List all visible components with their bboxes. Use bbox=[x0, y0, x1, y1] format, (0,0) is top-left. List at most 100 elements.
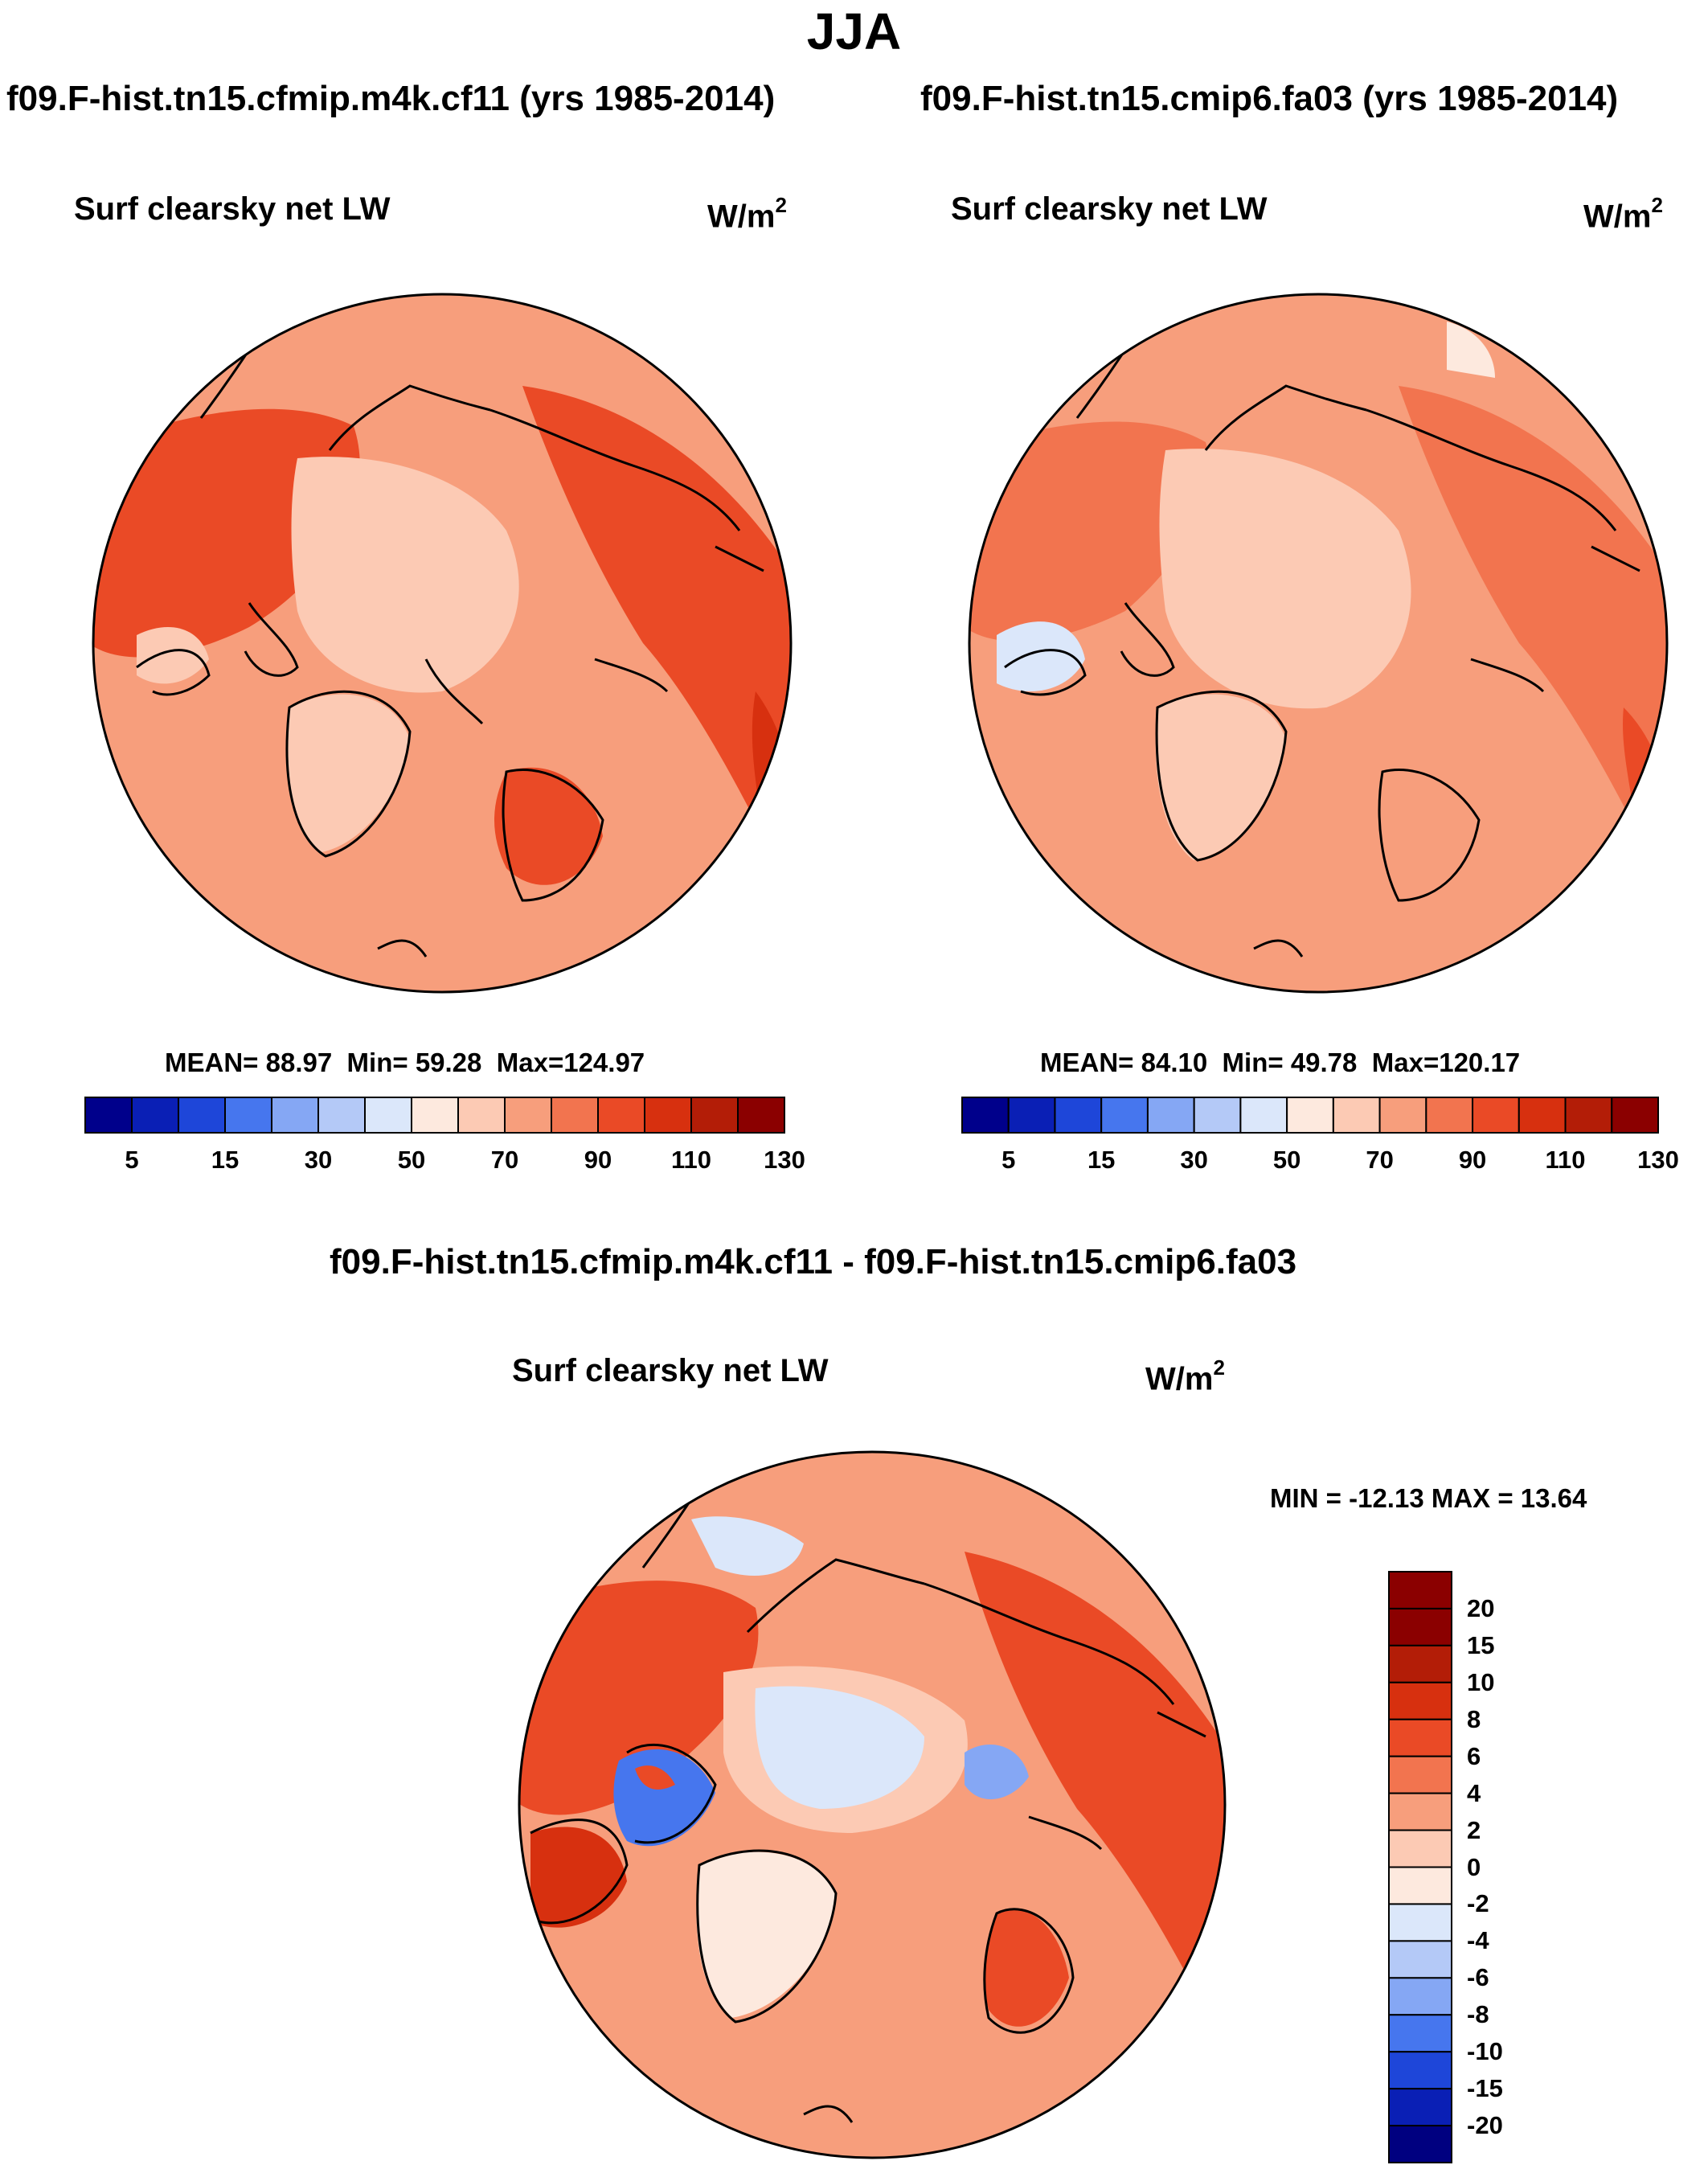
diff-units: W/m2 bbox=[1145, 1355, 1225, 1397]
panel2-field-hudson-bay bbox=[997, 621, 1085, 691]
diff-coastlines bbox=[530, 1486, 1206, 2123]
panel1-field-siberia bbox=[522, 386, 791, 900]
panel2-colorbar-tick-label: 5 bbox=[1001, 1146, 1016, 1174]
page-title: JJA bbox=[806, 2, 902, 60]
panel2-colorbar-box bbox=[1564, 1097, 1613, 1134]
panel1-colorbar-box bbox=[131, 1097, 179, 1134]
panel1-field-hudson-bay bbox=[137, 627, 209, 684]
panel2-colorbar-box bbox=[1239, 1097, 1288, 1134]
panel1-polar-map bbox=[92, 293, 793, 994]
diff-colorbar-box bbox=[1388, 2051, 1452, 2090]
panel1-field-scandinavia bbox=[494, 767, 603, 885]
panel2-field-siberia bbox=[1399, 386, 1667, 900]
panel2-colorbar-box bbox=[1146, 1097, 1195, 1134]
panel1-colorbar-tick-label: 5 bbox=[125, 1146, 139, 1174]
diff-stats: MIN = -12.13 MAX = 13.64 bbox=[1270, 1483, 1587, 1513]
panel1-colorbar-box bbox=[644, 1097, 692, 1134]
panel2-field-bering bbox=[1447, 322, 1495, 378]
panel2-colorbar-tick-label: 70 bbox=[1366, 1146, 1394, 1174]
diff-colorbar-box bbox=[1388, 1903, 1452, 1942]
diff-colorbar-box bbox=[1388, 1718, 1452, 1757]
panel1-colorbar-tick-label: 15 bbox=[211, 1146, 240, 1174]
diff-colorbar-box bbox=[1388, 1940, 1452, 1979]
diff-colorbar-box bbox=[1388, 1866, 1452, 1905]
panel1-field-arctic-ocean bbox=[291, 457, 519, 693]
panel2-coastlines bbox=[1004, 337, 1640, 957]
panel2-colorbar-box bbox=[1100, 1097, 1149, 1134]
panel1-colorbar-tick-label: 70 bbox=[490, 1146, 519, 1174]
panel2-map-border bbox=[968, 293, 1669, 994]
diff-colorbar-box bbox=[1388, 1792, 1452, 1831]
panel2-units: W/m2 bbox=[1583, 193, 1663, 235]
diff-colorbar-box bbox=[1388, 2088, 1452, 2127]
panel2-colorbar-tick-label: 30 bbox=[1180, 1146, 1208, 1174]
panel1-colorbar-box bbox=[597, 1097, 645, 1134]
panel2-colorbar-box bbox=[1286, 1097, 1334, 1134]
panel2-colorbar-box bbox=[1518, 1097, 1567, 1134]
diff-colorbar-ticks: 20 15 10 8 6 4 2 0 -2 -4 -6 -8 -10 -15 -20 bbox=[1467, 1572, 1547, 2163]
diff-run-title: f09.F-hist.tn15.cfmip.m4k.cf11 - f09.F-h… bbox=[330, 1242, 1297, 1281]
diff-field-north-america bbox=[519, 1581, 759, 1815]
diff-field-chukchi bbox=[691, 1516, 804, 1576]
diff-map-border bbox=[518, 1450, 1227, 2159]
panel2-colorbar-box bbox=[1054, 1097, 1103, 1134]
panel1-colorbar-tick-label: 110 bbox=[670, 1146, 712, 1174]
panel1-run-title: f09.F-hist.tn15.cfmip.m4k.cf11 (yrs 1985… bbox=[6, 79, 776, 118]
panel1-colorbar-box bbox=[690, 1097, 739, 1134]
panel2-field-greenland bbox=[1155, 694, 1286, 860]
panel1-variable-label: Surf clearsky net LW bbox=[74, 191, 391, 227]
panel1-colorbar-box bbox=[224, 1097, 272, 1134]
panel1-colorbar-box bbox=[411, 1097, 459, 1134]
diff-colorbar-box bbox=[1388, 2125, 1452, 2163]
panel1-colorbar bbox=[84, 1097, 785, 1134]
panel2-stats: MEAN= 84.10 Min= 49.78 Max=120.17 bbox=[1040, 1048, 1521, 1077]
panel2-polar-map bbox=[968, 293, 1669, 994]
diff-variable-label: Surf clearsky net LW bbox=[512, 1353, 829, 1388]
diff-field-hudson-bay bbox=[530, 1827, 627, 1928]
panel2-colorbar-tick-label: 110 bbox=[1545, 1146, 1586, 1174]
diff-colorbar-tick-label: 0 bbox=[1467, 1852, 1481, 1881]
diff-colorbar-tick-label: 2 bbox=[1467, 1815, 1481, 1844]
panel2-colorbar-box bbox=[1378, 1097, 1427, 1134]
panel1-colorbar-box bbox=[317, 1097, 366, 1134]
panel1-colorbar-tick-label: 90 bbox=[584, 1146, 612, 1174]
diff-colorbar-tick-label: 20 bbox=[1467, 1593, 1495, 1622]
diff-colorbar bbox=[1388, 1571, 1452, 2163]
diff-colorbar-tick-label: 6 bbox=[1467, 1741, 1481, 1770]
panel1-colorbar-box bbox=[178, 1097, 226, 1134]
diff-field-arctic-ocean bbox=[755, 1686, 924, 1809]
diff-colorbar-tick-label: -4 bbox=[1467, 1926, 1489, 1955]
panel1-colorbar-box bbox=[457, 1097, 506, 1134]
panel1-colorbar-box bbox=[551, 1097, 599, 1134]
diff-field-greenland bbox=[696, 1851, 836, 2018]
panel2-colorbar-ticks: 5 15 30 50 70 90 110 130 bbox=[962, 1146, 1679, 1178]
panel2-colorbar-box bbox=[1611, 1097, 1659, 1134]
panel1-coastlines bbox=[136, 337, 764, 957]
panel2-colorbar-box bbox=[1425, 1097, 1474, 1134]
diff-colorbar-tick-label: -20 bbox=[1467, 2111, 1503, 2140]
panel2-run-title: f09.F-hist.tn15.cmip6.fa03 (yrs 1985-201… bbox=[920, 79, 1619, 118]
panel2-colorbar-tick-label: 90 bbox=[1458, 1146, 1487, 1174]
diff-colorbar-box bbox=[1388, 1829, 1452, 1868]
panel2-colorbar-box bbox=[1007, 1097, 1056, 1134]
diff-colorbar-box bbox=[1388, 1571, 1452, 1609]
panel1-colorbar-box bbox=[84, 1097, 133, 1134]
panel2-colorbar-tick-label: 15 bbox=[1087, 1146, 1116, 1174]
panel2-variable-label: Surf clearsky net LW bbox=[951, 191, 1268, 227]
panel1-units: W/m2 bbox=[707, 193, 787, 235]
panel2-colorbar-box bbox=[1193, 1097, 1242, 1134]
diff-colorbar-tick-label: 15 bbox=[1467, 1630, 1495, 1659]
diff-polar-map bbox=[518, 1450, 1227, 2159]
diff-colorbar-box bbox=[1388, 2014, 1452, 2053]
panel1-colorbar-ticks: 5 15 30 50 70 90 110 130 bbox=[85, 1146, 805, 1178]
diff-field-siberia bbox=[965, 1552, 1225, 2058]
panel2-colorbar-tick-label: 130 bbox=[1637, 1146, 1679, 1174]
panel1-map-border bbox=[92, 293, 793, 994]
panel1-field-greenland bbox=[286, 694, 410, 852]
panel2-colorbar bbox=[961, 1097, 1659, 1134]
diff-colorbar-box bbox=[1388, 1681, 1452, 1720]
diff-colorbar-tick-label: -2 bbox=[1467, 1889, 1489, 1918]
panel1-colorbar-box bbox=[364, 1097, 412, 1134]
diff-colorbar-tick-label: 10 bbox=[1467, 1667, 1495, 1696]
panel2-field-atlantic bbox=[989, 852, 1053, 957]
